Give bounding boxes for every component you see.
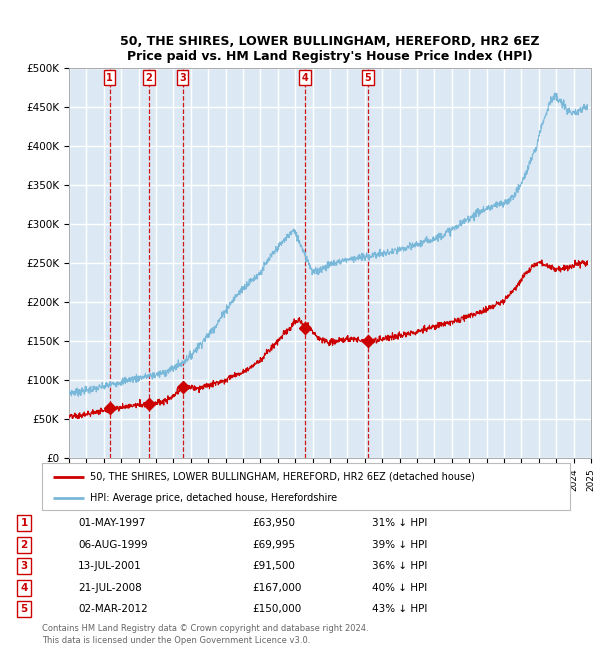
Title: 50, THE SHIRES, LOWER BULLINGHAM, HEREFORD, HR2 6EZ
Price paid vs. HM Land Regis: 50, THE SHIRES, LOWER BULLINGHAM, HEREFO… [120, 35, 540, 63]
Text: £150,000: £150,000 [252, 604, 301, 614]
Text: £167,000: £167,000 [252, 582, 301, 593]
Text: 3: 3 [20, 561, 28, 571]
Text: 39% ↓ HPI: 39% ↓ HPI [372, 540, 427, 550]
Text: £63,950: £63,950 [252, 518, 295, 528]
Text: 21-JUL-2008: 21-JUL-2008 [78, 582, 142, 593]
Text: 4: 4 [301, 73, 308, 83]
Text: 3: 3 [179, 73, 186, 83]
Text: £91,500: £91,500 [252, 561, 295, 571]
Text: 2: 2 [145, 73, 152, 83]
Text: £69,995: £69,995 [252, 540, 295, 550]
Text: 50, THE SHIRES, LOWER BULLINGHAM, HEREFORD, HR2 6EZ (detached house): 50, THE SHIRES, LOWER BULLINGHAM, HEREFO… [89, 471, 475, 482]
Text: 13-JUL-2001: 13-JUL-2001 [78, 561, 142, 571]
Text: 36% ↓ HPI: 36% ↓ HPI [372, 561, 427, 571]
Text: 40% ↓ HPI: 40% ↓ HPI [372, 582, 427, 593]
Text: 01-MAY-1997: 01-MAY-1997 [78, 518, 145, 528]
Text: 31% ↓ HPI: 31% ↓ HPI [372, 518, 427, 528]
Text: 2: 2 [20, 540, 28, 550]
Text: HPI: Average price, detached house, Herefordshire: HPI: Average price, detached house, Here… [89, 493, 337, 503]
Text: 06-AUG-1999: 06-AUG-1999 [78, 540, 148, 550]
Text: 4: 4 [20, 582, 28, 593]
Text: Contains HM Land Registry data © Crown copyright and database right 2024.
This d: Contains HM Land Registry data © Crown c… [42, 624, 368, 645]
Text: 02-MAR-2012: 02-MAR-2012 [78, 604, 148, 614]
Text: 5: 5 [364, 73, 371, 83]
Text: 43% ↓ HPI: 43% ↓ HPI [372, 604, 427, 614]
Text: 1: 1 [20, 518, 28, 528]
Text: 1: 1 [106, 73, 113, 83]
Text: 5: 5 [20, 604, 28, 614]
